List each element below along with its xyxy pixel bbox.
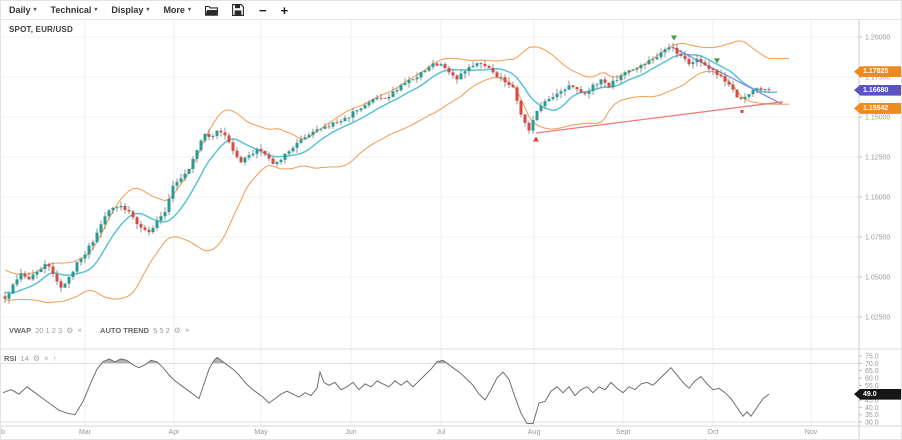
svg-text:Mar: Mar — [79, 429, 92, 436]
svg-text:Feb: Feb — [1, 429, 5, 436]
svg-text:Jun: Jun — [345, 429, 356, 436]
chevron-down-icon: ▾ — [146, 7, 150, 13]
upper-band-price-badge: 1.17825 — [854, 66, 901, 78]
svg-text:Oct: Oct — [708, 429, 719, 436]
svg-text:30.0: 30.0 — [865, 420, 879, 427]
svg-text:1.05000: 1.05000 — [865, 275, 890, 282]
lower-band-price-badge: 1.15542 — [854, 102, 901, 114]
menu-display-label: Display — [111, 5, 144, 15]
rsi-label: RSI — [4, 354, 17, 363]
close-icon[interactable]: × — [184, 325, 190, 335]
svg-text:45.0: 45.0 — [865, 398, 879, 405]
vwap-label: VWAP — [9, 326, 32, 335]
svg-text:65.0: 65.0 — [865, 368, 879, 375]
symbol-label: SPOT, EUR/USD — [9, 25, 73, 34]
svg-text:1.17500: 1.17500 — [865, 75, 890, 82]
zoom-out-button[interactable]: − — [258, 2, 267, 18]
rsi-params: 14 — [20, 354, 29, 363]
auto-trend-params: 5 5 2 — [153, 326, 170, 335]
gear-icon[interactable]: ⚙ — [66, 325, 74, 335]
menu-more[interactable]: More ▾ — [163, 5, 191, 15]
folder-open-icon[interactable] — [204, 4, 218, 17]
close-icon[interactable]: × — [77, 325, 83, 335]
menu-display[interactable]: Display ▾ — [111, 5, 149, 15]
svg-text:1.02500: 1.02500 — [865, 315, 890, 322]
svg-text:35.0: 35.0 — [865, 412, 879, 419]
vwap-indicator: VWAP 20 1 2 3 ⚙ × — [9, 326, 82, 335]
svg-text:Jul: Jul — [437, 429, 446, 436]
menu-technical-label: Technical — [50, 5, 92, 15]
menu-technical[interactable]: Technical ▾ — [51, 5, 98, 15]
svg-text:70.0: 70.0 — [865, 361, 879, 368]
vwap-params: 20 1 2 3 — [35, 326, 63, 335]
rsi-value-badge: 49.0 — [854, 388, 901, 400]
auto-trend-label: AUTO TREND — [100, 326, 150, 335]
menu-more-label: More — [163, 5, 185, 15]
auto-trend-indicator: AUTO TREND 5 5 2 ⚙ × — [100, 326, 190, 335]
svg-text:40.0: 40.0 — [865, 405, 879, 412]
svg-text:1.15000: 1.15000 — [865, 115, 890, 122]
toolbar: Daily ▾ Technical ▾ Display ▾ More ▾ − + — [1, 1, 901, 20]
svg-text:1.12500: 1.12500 — [865, 155, 890, 162]
gear-icon[interactable]: ⚙ — [173, 325, 181, 335]
close-icon[interactable]: × — [44, 353, 49, 363]
move-up-icon[interactable]: ↑ — [52, 353, 57, 363]
svg-text:Sept: Sept — [616, 429, 630, 436]
save-icon[interactable] — [232, 4, 245, 17]
last-price-badge: 1.16680 — [854, 84, 901, 96]
svg-text:May: May — [254, 429, 268, 436]
menu-timeframe-label: Daily — [9, 5, 31, 15]
svg-text:Apr: Apr — [169, 429, 181, 436]
menu-timeframe[interactable]: Daily ▾ — [9, 5, 37, 15]
svg-text:1.10000: 1.10000 — [865, 195, 890, 202]
svg-text:55.0: 55.0 — [865, 383, 879, 390]
zoom-in-button[interactable]: + — [280, 2, 289, 18]
gear-icon[interactable]: ⚙ — [32, 353, 41, 363]
svg-text:60.0: 60.0 — [865, 375, 879, 382]
svg-text:Nov: Nov — [805, 429, 818, 436]
svg-text:Aug: Aug — [528, 429, 541, 436]
svg-text:1.07500: 1.07500 — [865, 235, 890, 242]
svg-text:75.0: 75.0 — [865, 353, 879, 360]
rsi-indicator-labels: RSI 14 ⚙ × ↑ — [4, 354, 57, 363]
svg-text:1.20000: 1.20000 — [865, 35, 890, 42]
chevron-down-icon: ▾ — [94, 7, 98, 13]
chevron-down-icon: ▾ — [33, 7, 37, 13]
chevron-down-icon: ▾ — [187, 7, 191, 13]
overlay-indicator-labels: VWAP 20 1 2 3 ⚙ × AUTO TREND 5 5 2 ⚙ × — [9, 326, 204, 335]
